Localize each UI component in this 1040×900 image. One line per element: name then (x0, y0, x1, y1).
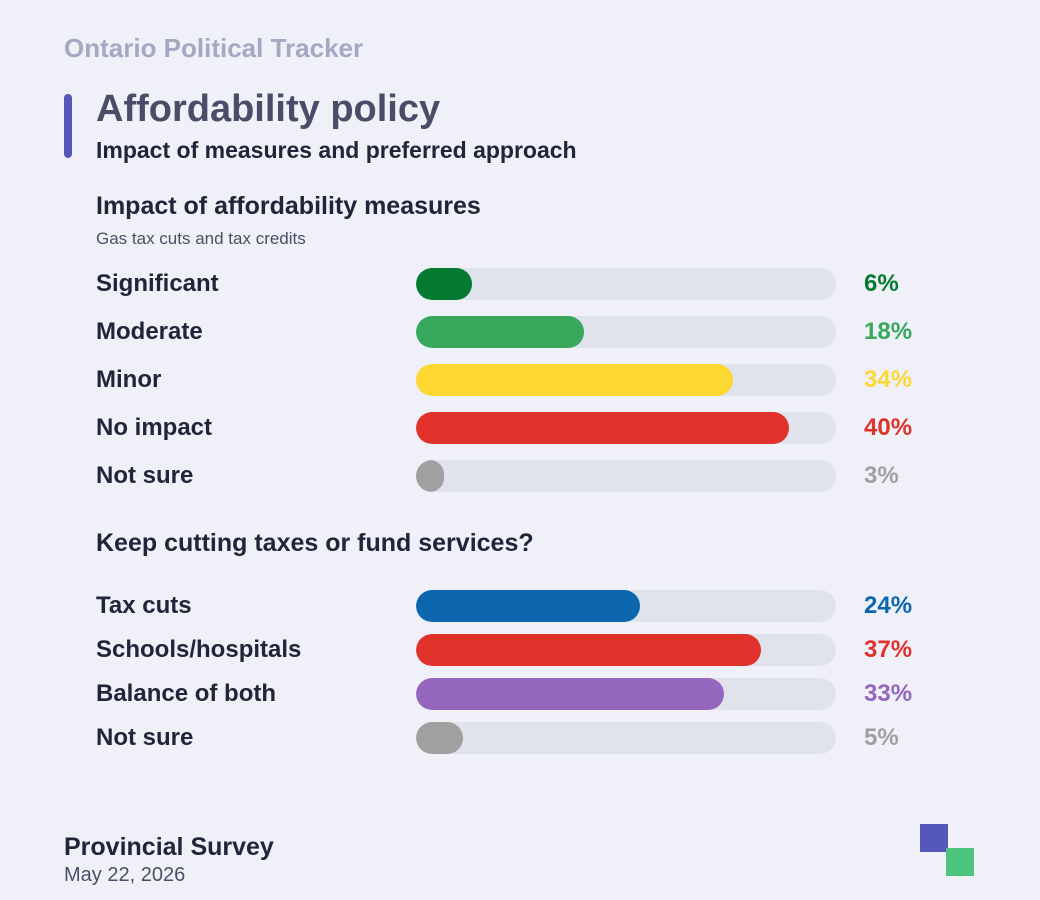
chart-1-subtitle: Gas tax cuts and tax credits (96, 229, 306, 248)
bar-track (416, 678, 836, 710)
page-subtitle: Impact of measures and preferred approac… (96, 137, 577, 163)
bar-value-label: 33% (864, 680, 913, 707)
bar-track (416, 460, 836, 492)
bar-row: Not sure 5% (96, 722, 956, 754)
bar-category-label: No impact (96, 414, 213, 441)
bar-row: Tax cuts 24% (96, 590, 956, 622)
logo-square-green (946, 848, 974, 876)
bar-track (416, 722, 836, 754)
bar-category-label: Balance of both (96, 680, 277, 707)
title-accent-bar (64, 94, 72, 158)
bar-track (416, 364, 836, 396)
bar (416, 316, 584, 348)
bar-track (416, 268, 836, 300)
bar (416, 590, 640, 622)
bar-value-label: 37% (864, 636, 913, 663)
bar-category-label: Schools/hospitals (96, 636, 302, 663)
bar (416, 364, 734, 396)
bar-value-label: 40% (864, 414, 913, 441)
bar-value-label: 34% (864, 366, 913, 393)
chart-2-title: Keep cutting taxes or fund services? (96, 529, 534, 557)
brand-name: Ontario Political Tracker (64, 33, 364, 63)
bar-row: Balance of both 33% (96, 678, 956, 710)
bar-row: Minor 34% (96, 364, 956, 396)
bar-track (416, 316, 836, 348)
bar-category-label: Minor (96, 366, 162, 393)
bar-category-label: Significant (96, 270, 219, 297)
bar-row: Not sure 3% (96, 460, 956, 492)
bar-track (416, 634, 836, 666)
bar (416, 678, 724, 710)
bar-value-label: 18% (864, 318, 913, 345)
bar-track (416, 590, 836, 622)
bar (416, 268, 472, 300)
bar (416, 722, 463, 754)
bar-value-label: 6% (864, 270, 899, 297)
bar-value-label: 24% (864, 592, 913, 619)
bar-row: No impact 40% (96, 412, 956, 444)
footer-date: May 22, 2026 (64, 864, 186, 886)
chart-1-title: Impact of affordability measures (96, 192, 481, 220)
bar-category-label: Not sure (96, 724, 194, 751)
bar-category-label: Moderate (96, 318, 203, 345)
bar-row: Significant 6% (96, 268, 956, 300)
bar-value-label: 3% (864, 462, 899, 489)
bar (416, 634, 762, 666)
footer-title: Provincial Survey (64, 833, 274, 861)
bar-row: Schools/hospitals 37% (96, 634, 956, 666)
logo-square-purple (920, 824, 948, 852)
bar (416, 460, 444, 492)
bar-value-label: 5% (864, 724, 899, 751)
bar (416, 412, 790, 444)
page-title: Affordability policy (96, 88, 441, 130)
bar-row: Moderate 18% (96, 316, 956, 348)
bar-category-label: Tax cuts (96, 592, 192, 619)
bar-category-label: Not sure (96, 462, 194, 489)
bar-track (416, 412, 836, 444)
